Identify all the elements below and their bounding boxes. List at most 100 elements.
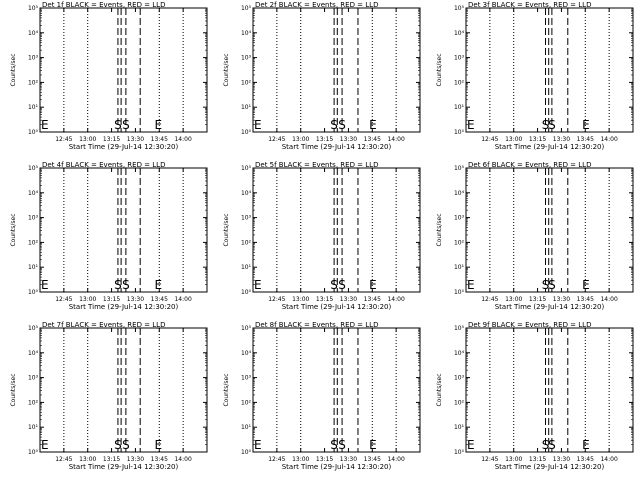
x-tick-label: 13:15	[529, 136, 546, 143]
x-tick-label: 13:00	[292, 136, 309, 143]
y-tick-label: 10³	[28, 215, 39, 222]
chart-title: Det 6f BLACK = Events, RED = LLD	[468, 161, 591, 169]
y-tick-label: 10⁴	[241, 190, 252, 197]
y-tick-label: 10³	[241, 375, 252, 382]
y-tick-label: 10¹	[28, 264, 39, 271]
plot-frame	[252, 167, 421, 293]
x-tick-label: 12:45	[481, 296, 498, 303]
y-axis-label: Counts/sec	[10, 53, 17, 86]
y-tick-label: 10⁰	[241, 289, 252, 296]
y-tick-label: 10¹	[28, 424, 39, 431]
marker-e: E	[254, 278, 262, 292]
marker-s: S	[338, 118, 346, 132]
y-tick-label: 10¹	[28, 104, 39, 111]
y-tick-label: 10³	[28, 375, 39, 382]
y-tick-label: 10⁵	[454, 325, 465, 332]
x-tick-label: 14:00	[174, 456, 191, 463]
marker-s: S	[330, 438, 338, 452]
x-tick-label: 13:15	[316, 136, 333, 143]
x-tick-label: 13:15	[316, 296, 333, 303]
chart-title: Det 8f BLACK = Events, RED = LLD	[255, 321, 378, 329]
y-tick-label: 10¹	[241, 264, 252, 271]
y-tick-label: 10⁵	[454, 5, 465, 12]
x-tick-label: 13:45	[577, 296, 594, 303]
y-axis-label: Counts/sec	[10, 213, 17, 246]
chart-title: Det 2f BLACK = Events, RED = LLD	[255, 1, 378, 9]
chart-panel: Det 9f BLACK = Events, RED = LLD 10⁰ 10¹ 10…	[436, 321, 634, 471]
marker-s: S	[122, 438, 130, 452]
x-tick-label: 12:45	[268, 136, 285, 143]
plot-frame	[39, 327, 208, 453]
y-tick-label: 10⁵	[241, 325, 252, 332]
chart-title: Det 9f BLACK = Events, RED = LLD	[468, 321, 591, 329]
marker-e: E	[582, 438, 590, 452]
x-tick-label: 13:45	[151, 296, 168, 303]
x-tick-label: 13:30	[127, 136, 144, 143]
x-axis-label: Start Time (29-Jul-14 12:30:20)	[282, 143, 392, 151]
chart-panel: Det 6f BLACK = Events, RED = LLD 10⁰ 10¹ 10…	[436, 161, 634, 311]
y-tick-label: 10⁴	[28, 30, 39, 37]
marker-s: S	[114, 438, 122, 452]
plot-frame	[39, 167, 208, 293]
y-tick-label: 10²	[241, 239, 252, 246]
y-tick-label: 10²	[28, 399, 39, 406]
y-tick-label: 10⁰	[28, 289, 39, 296]
plot-frame	[465, 167, 634, 293]
chart-title: Det 1f BLACK = Events, RED = LLD	[42, 1, 165, 9]
marker-e: E	[369, 118, 377, 132]
x-tick-label: 13:15	[103, 456, 120, 463]
y-tick-label: 10⁵	[454, 165, 465, 172]
x-tick-label: 13:30	[127, 296, 144, 303]
y-tick-label: 10¹	[454, 264, 465, 271]
y-tick-label: 10²	[241, 79, 252, 86]
chart-title: Det 4f BLACK = Events, RED = LLD	[42, 161, 165, 169]
x-tick-label: 13:45	[151, 456, 168, 463]
y-tick-label: 10²	[454, 399, 465, 406]
y-axis-label: Counts/sec	[223, 373, 230, 406]
x-tick-label: 13:15	[529, 296, 546, 303]
x-tick-label: 13:00	[292, 296, 309, 303]
x-tick-label: 14:00	[600, 456, 617, 463]
y-tick-label: 10¹	[241, 424, 252, 431]
chart-panel: Det 4f BLACK = Events, RED = LLD 10⁰ 10¹ 10…	[10, 161, 208, 311]
x-tick-label: 12:45	[55, 136, 72, 143]
x-tick-label: 13:30	[340, 296, 357, 303]
y-tick-label: 10⁰	[454, 449, 465, 456]
plot-frame	[252, 7, 421, 133]
y-tick-label: 10⁴	[454, 30, 465, 37]
marker-e: E	[155, 438, 163, 452]
marker-s: S	[122, 278, 130, 292]
x-axis-label: Start Time (29-Jul-14 12:30:20)	[495, 463, 605, 471]
marker-s: S	[114, 118, 122, 132]
y-tick-label: 10⁴	[454, 190, 465, 197]
x-axis-label: Start Time (29-Jul-14 12:30:20)	[69, 143, 179, 151]
x-tick-label: 13:00	[292, 456, 309, 463]
x-tick-label: 13:00	[79, 456, 96, 463]
x-tick-label: 14:00	[174, 136, 191, 143]
x-tick-label: 12:45	[481, 456, 498, 463]
y-tick-label: 10³	[454, 375, 465, 382]
y-axis-label: Counts/sec	[223, 53, 230, 86]
marker-e: E	[582, 118, 590, 132]
x-axis-label: Start Time (29-Jul-14 12:30:20)	[282, 303, 392, 311]
marker-e: E	[369, 278, 377, 292]
marker-s: S	[542, 438, 550, 452]
x-tick-label: 13:45	[364, 136, 381, 143]
chart-panel: Det 3f BLACK = Events, RED = LLD 10⁰ 10¹ 10…	[436, 1, 634, 151]
marker-e: E	[254, 118, 262, 132]
x-tick-label: 13:30	[553, 136, 570, 143]
x-axis-label: Start Time (29-Jul-14 12:30:20)	[495, 143, 605, 151]
y-tick-label: 10³	[241, 215, 252, 222]
x-tick-label: 14:00	[387, 136, 404, 143]
marker-e: E	[467, 118, 475, 132]
y-tick-label: 10¹	[454, 104, 465, 111]
marker-s: S	[114, 278, 122, 292]
chart-title: Det 5f BLACK = Events, RED = LLD	[255, 161, 378, 169]
marker-s: S	[338, 438, 346, 452]
marker-e: E	[155, 118, 163, 132]
x-tick-label: 13:15	[103, 296, 120, 303]
marker-s: S	[542, 278, 550, 292]
y-tick-label: 10²	[241, 399, 252, 406]
x-tick-label: 13:45	[577, 456, 594, 463]
y-tick-label: 10⁵	[28, 5, 39, 12]
